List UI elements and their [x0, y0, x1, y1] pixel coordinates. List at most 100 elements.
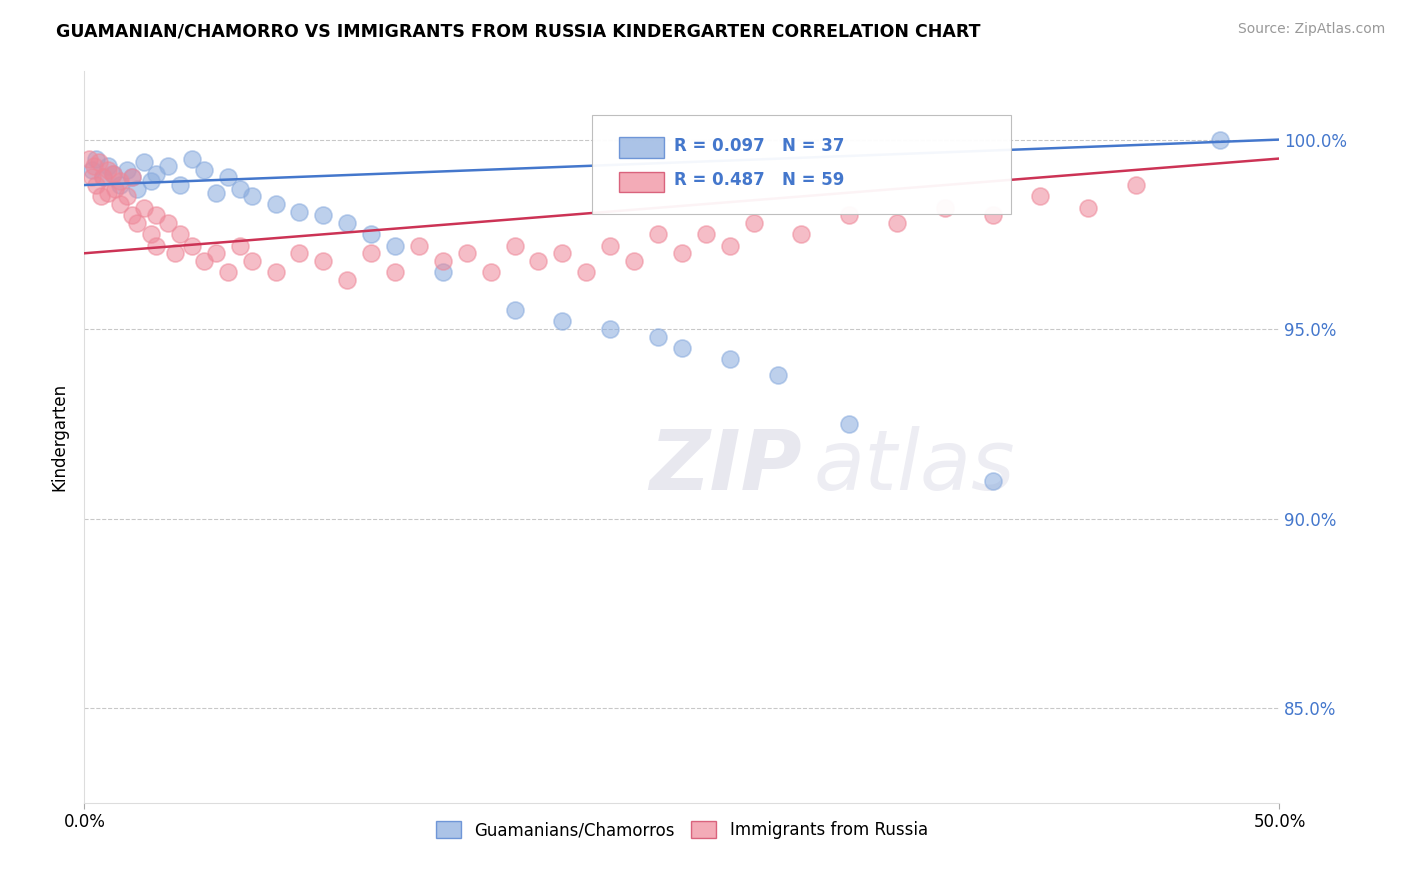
Point	[93, 170, 115, 185]
Point	[205, 246, 228, 260]
Point	[110, 197, 132, 211]
Point	[718, 352, 741, 367]
Point	[766, 368, 789, 382]
Point	[193, 253, 215, 268]
Point	[97, 159, 120, 173]
Point	[264, 197, 287, 211]
Point	[456, 246, 478, 260]
Point	[575, 265, 598, 279]
Bar	[619, 137, 664, 158]
Point	[104, 182, 127, 196]
Point	[288, 246, 311, 260]
Point	[384, 238, 406, 252]
Point	[240, 253, 263, 268]
Point	[145, 208, 167, 222]
Point	[77, 152, 100, 166]
Point	[101, 167, 124, 181]
Point	[101, 167, 124, 181]
Point	[86, 178, 108, 192]
Point	[288, 204, 311, 219]
Point	[647, 329, 669, 343]
Point	[80, 170, 103, 185]
Point	[229, 238, 252, 252]
Point	[312, 208, 335, 222]
Point	[623, 253, 645, 268]
Point	[647, 227, 669, 242]
Point	[217, 170, 239, 185]
Point	[141, 227, 163, 242]
Point	[193, 162, 215, 177]
Bar	[619, 171, 664, 192]
Point	[336, 216, 359, 230]
Point	[838, 208, 860, 222]
Point	[169, 178, 191, 192]
Point	[718, 238, 741, 252]
Point	[157, 159, 180, 173]
Point	[264, 265, 287, 279]
Text: ZIP: ZIP	[648, 425, 801, 507]
Point	[981, 208, 1004, 222]
Text: GUAMANIAN/CHAMORRO VS IMMIGRANTS FROM RUSSIA KINDERGARTEN CORRELATION CHART: GUAMANIAN/CHAMORRO VS IMMIGRANTS FROM RU…	[56, 22, 981, 40]
Point	[790, 227, 813, 242]
Point	[695, 227, 717, 242]
Point	[169, 227, 191, 242]
Point	[86, 152, 108, 166]
Point	[83, 159, 105, 173]
Point	[981, 474, 1004, 488]
Point	[312, 253, 335, 268]
Point	[87, 155, 110, 169]
Text: atlas: atlas	[814, 425, 1015, 507]
Point	[93, 170, 115, 185]
Point	[360, 227, 382, 242]
Point	[97, 186, 120, 200]
Point	[121, 170, 143, 185]
Point	[121, 170, 143, 185]
Point	[145, 167, 167, 181]
Point	[742, 216, 765, 230]
Legend: Guamanians/Chamorros, Immigrants from Russia: Guamanians/Chamorros, Immigrants from Ru…	[429, 814, 935, 846]
Point	[110, 178, 132, 192]
Point	[117, 189, 139, 203]
Point	[599, 238, 621, 252]
Point	[145, 238, 167, 252]
Text: R = 0.487   N = 59: R = 0.487 N = 59	[673, 171, 844, 189]
Point	[671, 341, 693, 355]
Point	[527, 253, 550, 268]
Point	[229, 182, 252, 196]
Point	[141, 174, 163, 188]
Point	[181, 238, 204, 252]
Point	[503, 238, 526, 252]
Point	[934, 201, 956, 215]
Point	[886, 216, 908, 230]
Point	[479, 265, 502, 279]
Point	[1077, 201, 1099, 215]
Point	[1209, 132, 1232, 146]
Point	[132, 201, 156, 215]
Point	[121, 208, 143, 222]
Point	[503, 303, 526, 318]
FancyBboxPatch shape	[592, 115, 1011, 214]
Point	[408, 238, 430, 252]
Point	[90, 189, 112, 203]
Point	[181, 152, 204, 166]
Point	[125, 182, 148, 196]
Y-axis label: Kindergarten: Kindergarten	[51, 383, 69, 491]
Point	[205, 186, 228, 200]
Point	[165, 246, 187, 260]
Point	[432, 253, 454, 268]
Point	[97, 162, 120, 177]
Point	[80, 162, 103, 177]
Point	[110, 174, 132, 188]
Point	[360, 246, 382, 260]
Point	[217, 265, 239, 279]
Point	[1125, 178, 1147, 192]
Text: Source: ZipAtlas.com: Source: ZipAtlas.com	[1237, 22, 1385, 37]
Point	[551, 246, 574, 260]
Point	[132, 155, 156, 169]
Point	[117, 162, 139, 177]
Point	[157, 216, 180, 230]
Point	[125, 216, 148, 230]
Point	[240, 189, 263, 203]
Point	[599, 322, 621, 336]
Point	[838, 417, 860, 431]
